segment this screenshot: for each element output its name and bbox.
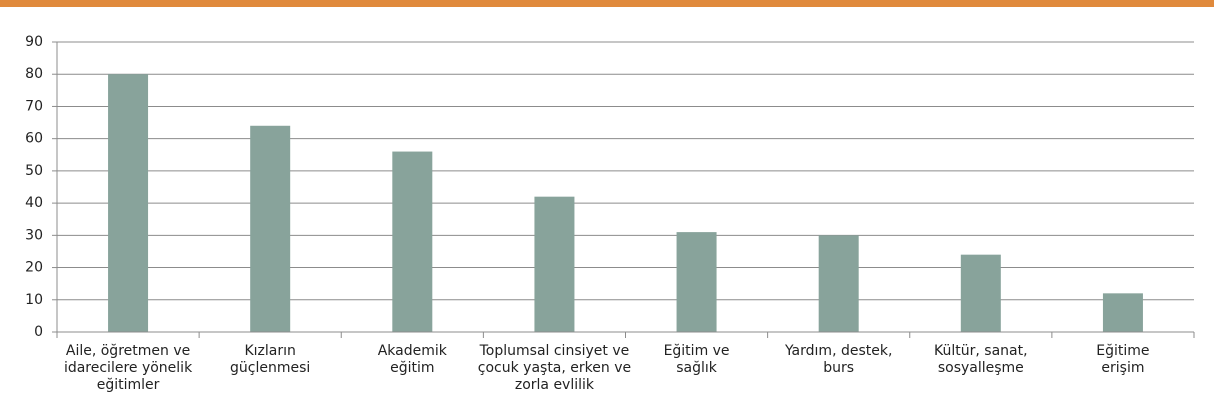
top-border (0, 0, 1214, 7)
bar (250, 125, 291, 333)
y-tick-label: 10 (25, 292, 43, 308)
x-tick-label: Toplumsal cinsiyet ve (479, 343, 630, 359)
x-tick-label: Yardım, destek, (784, 343, 892, 359)
y-tick-label: 20 (25, 260, 43, 276)
x-tick-label: çocuk yaşta, erken ve (478, 360, 631, 376)
x-tick-label: Eğitime (1096, 343, 1149, 359)
x-tick-label: güçlenmesi (230, 360, 310, 376)
y-tick-label: 90 (25, 34, 43, 50)
y-tick-label: 60 (25, 131, 43, 147)
x-tick-label: eğitimler (97, 377, 160, 393)
x-tick-label: sosyalleşme (938, 360, 1024, 376)
x-tick-label: sağlık (676, 360, 718, 376)
bar (1102, 293, 1143, 332)
bar (392, 151, 433, 332)
y-tick-label: 70 (25, 98, 43, 114)
bar (818, 235, 859, 332)
x-tick-label: Kültür, sanat, (934, 343, 1028, 359)
x-tick-label: eğitim (390, 360, 434, 376)
x-tick-label: burs (823, 360, 854, 376)
x-tick-label: zorla evlilik (515, 377, 595, 393)
bar (960, 254, 1001, 332)
x-tick-label: Kızların (244, 343, 295, 359)
y-tick-label: 80 (25, 66, 43, 82)
x-tick-label: Akademik (378, 343, 448, 359)
x-tick-label: Eğitim ve (664, 343, 730, 359)
bar (108, 74, 149, 332)
x-tick-label: Aile, öğretmen ve (66, 343, 190, 359)
bar (676, 232, 717, 332)
y-tick-label: 40 (25, 195, 43, 211)
x-tick-label: erişim (1101, 360, 1144, 376)
bar (534, 196, 575, 332)
y-tick-label: 50 (25, 163, 43, 179)
x-tick-label: idarecilere yönelik (64, 360, 193, 376)
y-tick-label: 0 (34, 324, 43, 340)
y-tick-label: 30 (25, 227, 43, 243)
